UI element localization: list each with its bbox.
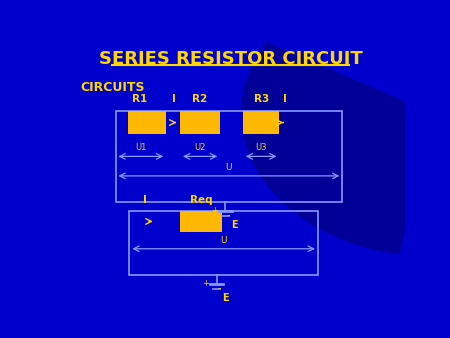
Text: E: E xyxy=(230,220,237,230)
Bar xyxy=(243,111,279,134)
Text: U3: U3 xyxy=(256,143,267,152)
Text: SERIES RESISTOR CIRCUIT: SERIES RESISTOR CIRCUIT xyxy=(99,50,363,68)
Text: R2: R2 xyxy=(193,94,208,104)
Text: U: U xyxy=(220,236,227,245)
Text: CIRCUITS: CIRCUITS xyxy=(81,81,145,94)
Bar xyxy=(128,111,166,134)
Text: U2: U2 xyxy=(194,143,206,152)
Text: -: - xyxy=(218,283,221,293)
Bar xyxy=(180,211,222,232)
Text: Req: Req xyxy=(189,195,212,204)
Text: -: - xyxy=(226,211,230,220)
Text: R3: R3 xyxy=(253,94,269,104)
Text: R1: R1 xyxy=(132,94,148,104)
Wedge shape xyxy=(241,42,433,255)
Text: U1: U1 xyxy=(135,143,147,152)
Text: I: I xyxy=(283,94,287,104)
Bar xyxy=(130,211,318,275)
Text: +: + xyxy=(211,206,218,215)
Text: +: + xyxy=(202,279,209,288)
Text: U: U xyxy=(225,163,232,172)
Bar xyxy=(180,111,220,134)
Text: E: E xyxy=(222,293,229,303)
Bar xyxy=(116,111,342,202)
Text: I: I xyxy=(143,195,147,204)
Text: I: I xyxy=(172,94,176,104)
